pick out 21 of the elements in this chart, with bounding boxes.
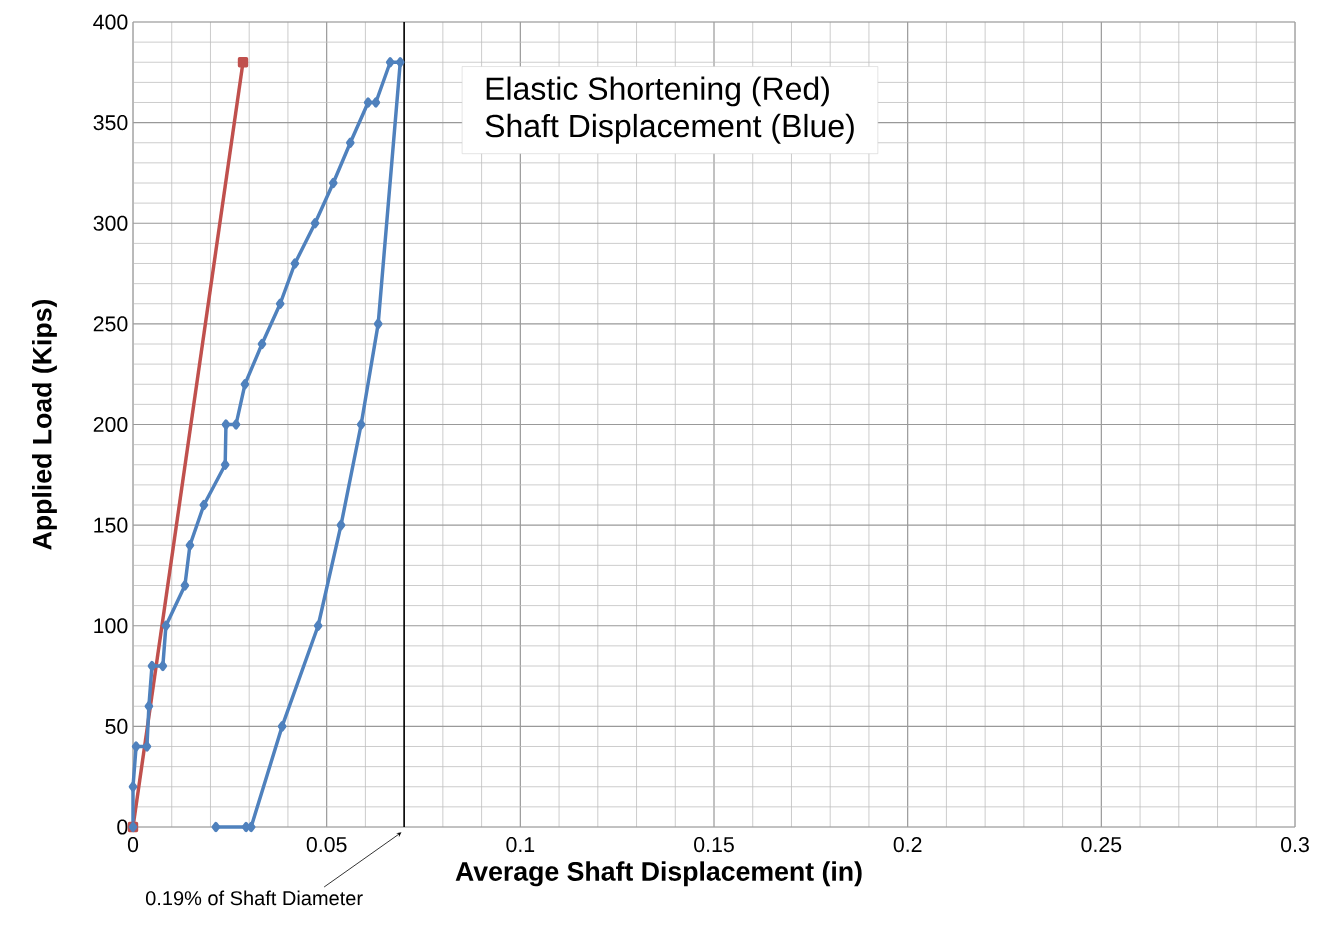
x-tick-label: 0.1 — [506, 837, 535, 853]
x-tick-label: 0.05 — [306, 837, 347, 853]
y-tick-label: 250 — [93, 316, 128, 332]
annotation: Shaft Displacement (Blue) — [485, 113, 854, 144]
x-tick-label: 0.2 — [893, 837, 922, 853]
x-tick-label: 0.25 — [1081, 837, 1122, 853]
x-tick-label: 0.15 — [694, 837, 734, 853]
ref-line-label: 0.19% of Shaft Diameter — [145, 890, 363, 906]
y-tick-label: 350 — [93, 115, 128, 131]
y-tick-label: 300 — [93, 215, 128, 231]
y-axis-title: Applied Load (Kips) — [32, 299, 57, 550]
y-tick-label: 150 — [94, 517, 128, 533]
x-tick-label: 0.3 — [1281, 837, 1309, 853]
x-axis-title: Average Shaft Displacement (in) — [455, 861, 862, 887]
y-tick-label: 400 — [93, 14, 128, 30]
x-tick-label: 0 — [127, 837, 139, 853]
y-tick-label: 50 — [105, 718, 128, 734]
y-tick-label: 200 — [93, 416, 128, 433]
y-tick-label: 100 — [94, 618, 128, 634]
y-tick-label: 0 — [117, 819, 128, 835]
annotation: Elastic Shortening (Red) — [486, 76, 829, 107]
